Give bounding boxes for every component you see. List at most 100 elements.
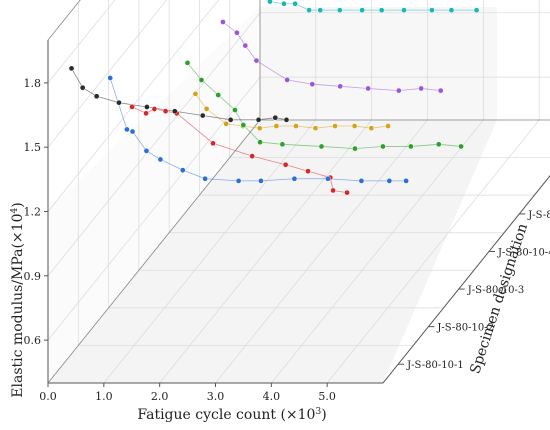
data-point: [258, 178, 264, 184]
data-point: [210, 140, 216, 147]
data-point: [429, 7, 435, 14]
y-axis-title: Specimen designation: [467, 222, 531, 376]
data-point: [256, 125, 263, 132]
side-grid-z: [47, 0, 168, 148]
x-tick-label: 3.0: [207, 390, 225, 403]
data-point: [202, 175, 208, 182]
data-point: [198, 77, 205, 83]
data-point: [129, 104, 135, 110]
data-point: [344, 189, 350, 196]
data-point: [306, 7, 312, 14]
data-point: [144, 104, 150, 110]
floor-grid-x: [215, 119, 428, 384]
z-tick-label: 1.2: [24, 206, 42, 219]
z-tick-label: 0.6: [24, 334, 42, 347]
data-point: [330, 187, 336, 194]
data-point: [407, 143, 414, 150]
x-tick-labels: 0.0 1.0 2.0 3.0 4.0 5.0: [39, 383, 336, 403]
data-point: [293, 123, 299, 129]
specimen-tick-label: J-S-80-10-5: [527, 210, 550, 221]
data-point: [199, 112, 206, 119]
z-axis-title-end: ): [10, 202, 26, 207]
data-point: [223, 121, 230, 127]
series-line: [109, 77, 407, 182]
data-point: [235, 178, 242, 184]
z-tick-label: 0.9: [24, 270, 42, 283]
x-axis-title-exp: 3: [315, 407, 321, 417]
z-axis-title-main: Elastic modulus/MPa(: [10, 243, 26, 398]
data-point: [378, 7, 385, 14]
x-tick-label: 4.0: [263, 390, 281, 403]
data-point: [234, 29, 240, 36]
x-axis-title-main: Fatigue cycle count (: [137, 407, 286, 423]
data-point: [107, 75, 114, 81]
side-grid-z: [47, 12, 261, 277]
x-tick-label: 5.0: [318, 390, 336, 403]
floor-back-edge: [47, 119, 261, 384]
data-point: [284, 77, 291, 83]
z-tick-label: 1.8: [24, 77, 42, 90]
specimen-tick-label: J-S-80-10-2: [436, 323, 494, 334]
data-point: [279, 141, 286, 148]
data-point: [184, 60, 191, 66]
data-point: [282, 161, 289, 168]
data-point: [203, 106, 210, 112]
side-grid-z: [47, 76, 261, 341]
side-wall-pane: [48, 7, 260, 383]
side-grid-z: [47, 0, 219, 212]
data-point: [68, 65, 75, 72]
z-tick-labels: 0.6 0.9 1.2 1.5 1.8: [24, 77, 48, 347]
data-point: [368, 125, 375, 132]
back-wall-pane: [260, 7, 497, 120]
data-point: [272, 114, 279, 121]
data-point: [192, 91, 199, 97]
z-tick-label: 1.5: [24, 141, 42, 154]
x-tick-label: 2.0: [151, 390, 169, 403]
z-axis-title-exp: 4: [10, 208, 20, 214]
specimen-tick-label: J-S-80-10-3: [467, 285, 525, 296]
data-point: [395, 87, 402, 94]
x-tick-label: 1.0: [95, 390, 113, 403]
data-point: [143, 110, 149, 117]
data-point: [358, 178, 365, 184]
data-point: [157, 156, 164, 163]
data-point: [437, 87, 444, 94]
data-point: [255, 116, 262, 123]
data-point: [352, 145, 358, 152]
specimen-tick-labels: J-S-80-10-1 J-S-80-10-2 J-S-80-10-3 J-S-80-…: [398, 175, 550, 371]
data-point: [418, 85, 425, 92]
data-point: [171, 108, 178, 115]
data-point: [162, 108, 169, 114]
x-axis-title-end: ): [321, 407, 326, 423]
data-point: [116, 99, 122, 106]
data-point: [448, 7, 455, 14]
data-point: [267, 0, 273, 5]
data-point: [458, 143, 464, 150]
data-point: [386, 178, 393, 184]
data-point: [292, 0, 298, 7]
x-tick-label: 0.0: [39, 390, 57, 403]
floor-pane: [48, 120, 497, 383]
data-point: [93, 93, 100, 100]
data-point: [273, 123, 280, 129]
side-top-edge: [47, 0, 81, 41]
data-point: [124, 126, 130, 133]
data-point: [227, 116, 234, 123]
data-point: [220, 19, 226, 25]
data-point: [337, 83, 344, 90]
data-point: [291, 175, 298, 182]
specimen-tick-label: J-S-80-10-4: [497, 248, 550, 259]
specimen-tick-label: J-S-80-10-1: [406, 360, 464, 371]
data-point: [401, 7, 407, 14]
x-axis-title-unit: ×10: [286, 407, 316, 423]
floor-grid-x: [271, 119, 484, 384]
data-point: [215, 92, 222, 98]
chart-panes: [48, 7, 497, 383]
data-point: [317, 7, 324, 14]
data-point: [473, 7, 480, 14]
data-point: [309, 81, 316, 88]
data-point: [281, 0, 287, 7]
data-point: [232, 107, 238, 113]
data-point: [403, 178, 409, 184]
